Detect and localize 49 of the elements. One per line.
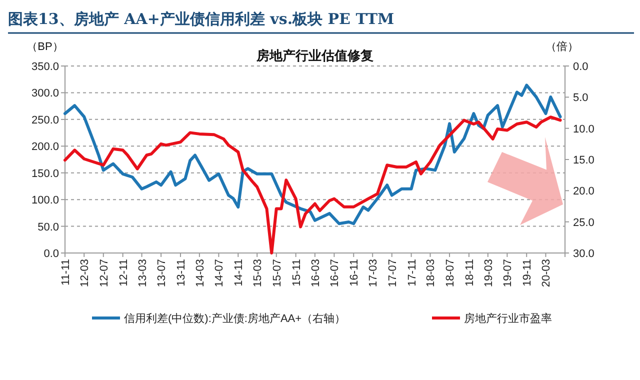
x-tick-label: 11-11 (60, 259, 72, 286)
x-tick-label: 18-11 (464, 259, 476, 286)
y2-tick-label: 0.0 (573, 61, 588, 73)
x-tick-label: 17-11 (406, 259, 418, 286)
chart-subtitle: 房地产行业估值修复 (256, 48, 374, 64)
x-tick-label: 17-07 (386, 259, 399, 288)
y-tick-label: 350.0 (31, 61, 59, 73)
y-tick-label: 250.0 (31, 114, 59, 126)
y2-tick-label: 15.0 (573, 154, 594, 166)
y-tick-label: 100.0 (31, 194, 59, 207)
x-tick-label: 14-07 (214, 259, 226, 288)
line-series (64, 84, 562, 226)
y-axis-title: （BP） (26, 41, 64, 53)
x-tick-label: 13-03 (136, 259, 149, 288)
y-tick-label: 150.0 (31, 168, 59, 180)
x-tick-label: 15-03 (252, 259, 264, 288)
x-tick-label: 18-03 (425, 259, 438, 288)
y2-tick-label: 20.0 (573, 186, 594, 198)
x-tick-label: 14-11 (233, 259, 246, 286)
x-tick-label: 19-03 (482, 259, 495, 288)
x-tick-label: 12-03 (79, 259, 92, 288)
y2-axis-title: （倍） (546, 40, 578, 53)
x-tick-label: 13-11 (175, 259, 188, 286)
legend-label: 房地产行业市盈率 (464, 312, 552, 325)
y-tick-label: 0.0 (44, 248, 59, 260)
x-tick-label: 12-11 (118, 259, 130, 286)
legend-label: 信用利差(中位数):产业债:房地产AA+（右轴） (124, 312, 346, 325)
x-tick-label: 18-07 (444, 259, 457, 288)
y2-tick-label: 25.0 (573, 216, 594, 229)
line-series (64, 116, 562, 254)
x-tick-label: 14-03 (194, 259, 206, 288)
y2-tick-label: 5.0 (573, 92, 588, 104)
y2-tick-label: 30.0 (573, 248, 594, 260)
x-tick-label: 16-03 (310, 259, 322, 288)
x-tick-label: 17-03 (368, 259, 380, 288)
x-tick-label: 13-07 (156, 259, 168, 288)
x-tick-label: 16-11 (348, 259, 361, 286)
x-tick-label: 15-07 (271, 259, 284, 288)
x-tick-label: 19-11 (522, 259, 534, 286)
y-tick-label: 50.0 (38, 221, 59, 234)
y-tick-label: 200.0 (31, 141, 59, 154)
x-tick-label: 20-03 (540, 259, 553, 288)
x-tick-label: 15-11 (290, 259, 303, 286)
x-tick-label: 12-07 (98, 259, 110, 288)
y-tick-label: 300.0 (31, 88, 59, 100)
x-tick-label: 16-07 (329, 259, 342, 288)
y2-tick-label: 10.0 (573, 123, 594, 136)
chart-title: 图表13、房地产 AA+产业债信用利差 vs.板块 PE TTM (8, 10, 394, 28)
x-tick-label: 19-07 (502, 259, 514, 288)
